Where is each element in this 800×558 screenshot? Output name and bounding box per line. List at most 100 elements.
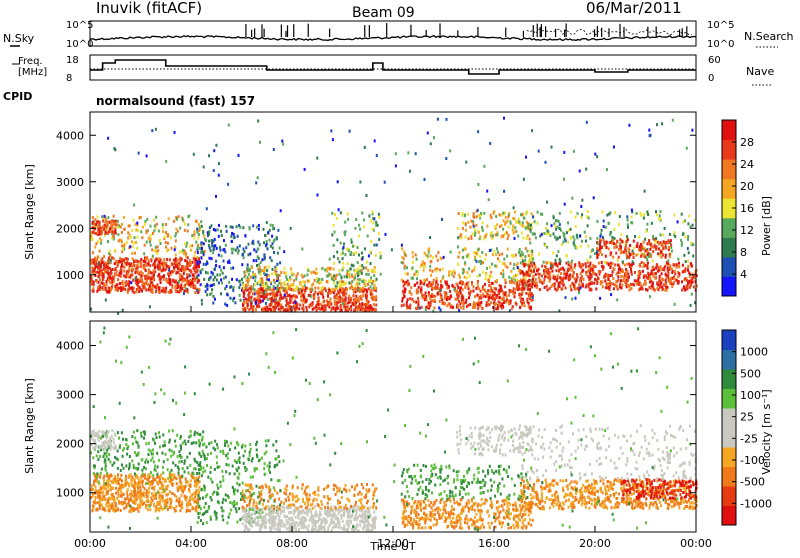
data-cell <box>120 287 122 290</box>
data-cell <box>91 488 93 491</box>
data-cell <box>528 223 530 226</box>
data-cell <box>342 269 344 272</box>
data-cell <box>92 289 94 292</box>
data-cell <box>580 266 582 269</box>
data-cell <box>551 270 553 273</box>
data-cell <box>118 240 120 243</box>
data-cell <box>232 289 234 292</box>
data-cell <box>576 234 578 237</box>
data-cell <box>601 261 603 264</box>
data-cell <box>231 232 233 235</box>
data-cell <box>584 231 586 234</box>
data-cell <box>281 282 283 285</box>
data-cell <box>664 289 666 292</box>
data-cell <box>556 219 558 222</box>
data-cell <box>344 221 346 224</box>
data-cell <box>430 254 432 257</box>
data-cell <box>357 280 359 283</box>
data-cell <box>493 287 495 290</box>
data-cell <box>267 287 269 290</box>
data-cell <box>166 494 168 497</box>
data-cell <box>378 232 380 235</box>
data-cell <box>673 264 675 267</box>
data-cell <box>464 276 466 279</box>
data-cell <box>216 279 218 282</box>
data-cell <box>457 294 459 297</box>
data-cell <box>349 287 351 290</box>
data-cell <box>669 264 671 267</box>
data-cell <box>485 274 487 277</box>
data-cell <box>527 226 529 229</box>
data-cell <box>606 246 608 249</box>
data-cell <box>152 272 154 275</box>
data-cell <box>572 274 574 277</box>
data-cell <box>415 270 417 273</box>
velocity-marks <box>90 327 698 533</box>
data-cell <box>445 281 447 284</box>
data-cell <box>243 308 245 311</box>
data-cell <box>554 235 556 238</box>
data-cell <box>187 223 189 226</box>
data-cell <box>151 277 153 280</box>
data-cell <box>181 494 183 497</box>
data-cell <box>126 241 128 244</box>
data-cell <box>361 258 363 261</box>
data-cell <box>351 280 353 283</box>
data-cell <box>136 222 138 225</box>
data-cell <box>670 282 672 285</box>
data-cell <box>196 276 198 279</box>
data-cell <box>405 272 407 275</box>
data-cell <box>608 222 610 225</box>
data-cell <box>440 296 442 299</box>
data-cell <box>661 272 663 275</box>
data-cell <box>252 287 254 290</box>
data-cell <box>629 253 631 256</box>
data-cell <box>626 235 628 238</box>
data-cell <box>501 235 503 238</box>
data-cell <box>494 292 496 295</box>
data-cell <box>212 251 214 254</box>
data-cell <box>688 251 690 254</box>
data-cell <box>594 278 596 281</box>
data-cell <box>260 295 262 298</box>
data-cell <box>90 235 92 238</box>
data-cell <box>329 300 331 303</box>
data-cell <box>203 263 205 266</box>
data-cell <box>198 265 200 268</box>
data-cell <box>111 503 113 506</box>
data-cell <box>437 259 439 262</box>
data-cell <box>289 301 291 304</box>
data-cell <box>266 295 268 298</box>
data-cell <box>407 151 409 154</box>
data-cell <box>161 269 163 272</box>
data-cell <box>247 283 249 286</box>
data-cell <box>92 216 94 219</box>
data-cell <box>245 246 247 249</box>
data-cell <box>416 273 418 276</box>
data-cell <box>165 267 167 270</box>
data-cell <box>264 234 266 237</box>
data-cell <box>196 510 198 513</box>
data-cell <box>348 297 350 300</box>
data-cell <box>247 276 249 279</box>
data-cell <box>576 246 578 249</box>
data-cell <box>585 235 587 238</box>
data-cell <box>120 509 122 512</box>
data-cell <box>551 146 553 149</box>
data-cell <box>570 265 572 268</box>
data-cell <box>279 247 281 250</box>
data-cell <box>124 266 126 269</box>
data-cell <box>525 276 527 279</box>
data-cell <box>499 288 501 291</box>
data-cell <box>574 277 576 280</box>
data-cell <box>92 494 94 497</box>
data-cell <box>638 271 640 274</box>
data-cell <box>100 242 102 245</box>
data-cell <box>236 246 238 249</box>
data-cell <box>263 294 265 297</box>
data-cell <box>403 304 405 307</box>
data-cell <box>185 477 187 480</box>
data-cell <box>353 289 355 292</box>
data-cell <box>271 259 273 262</box>
data-cell <box>465 222 467 225</box>
